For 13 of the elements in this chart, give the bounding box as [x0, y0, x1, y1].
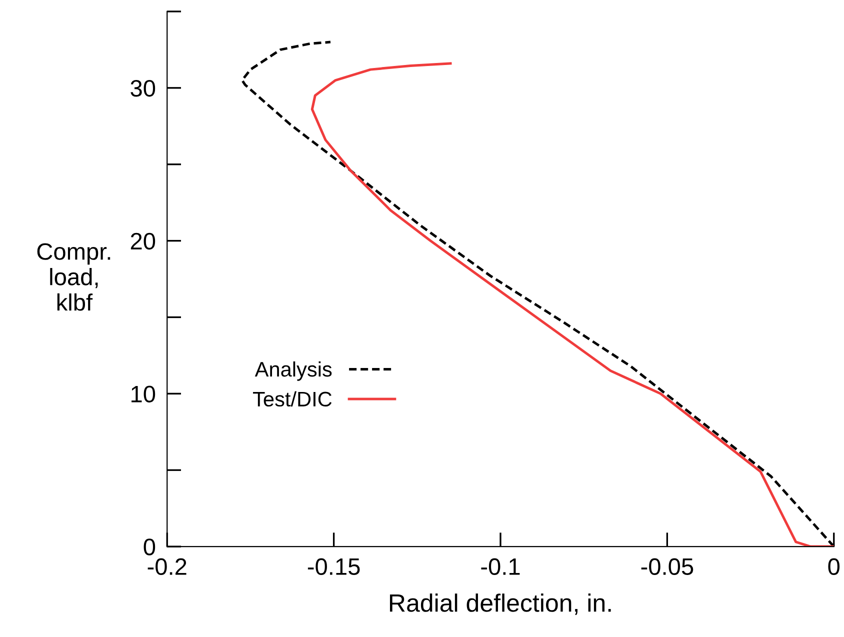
- x-tick-label: -0.2: [148, 558, 186, 575]
- y-axis-title: Compr. load, klbf: [37, 243, 110, 311]
- y-tick-label: 10: [132, 386, 156, 402]
- y-tick-label: 20: [130, 232, 156, 250]
- x-axis-title: Radial deflection, in.: [390, 594, 611, 615]
- y-tick-label: 0: [144, 538, 156, 556]
- y-tick-label: 30: [130, 80, 156, 97]
- x-tick-label: -0.15: [308, 558, 360, 575]
- legend-label: Test/DIC: [253, 391, 332, 407]
- x-tick-label: 0: [828, 558, 840, 575]
- x-tick-label: -0.1: [481, 558, 520, 575]
- legend-label: Analysis: [254, 361, 332, 381]
- x-tick-label: -0.05: [641, 558, 694, 575]
